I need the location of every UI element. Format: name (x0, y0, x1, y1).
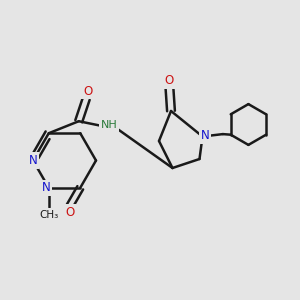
Text: N: N (28, 154, 38, 167)
Text: CH₃: CH₃ (39, 210, 58, 220)
Text: N: N (200, 129, 209, 142)
Text: N: N (42, 181, 51, 194)
Text: NH: NH (100, 120, 117, 130)
Text: O: O (83, 85, 92, 98)
Text: O: O (65, 206, 74, 219)
Text: O: O (165, 74, 174, 88)
